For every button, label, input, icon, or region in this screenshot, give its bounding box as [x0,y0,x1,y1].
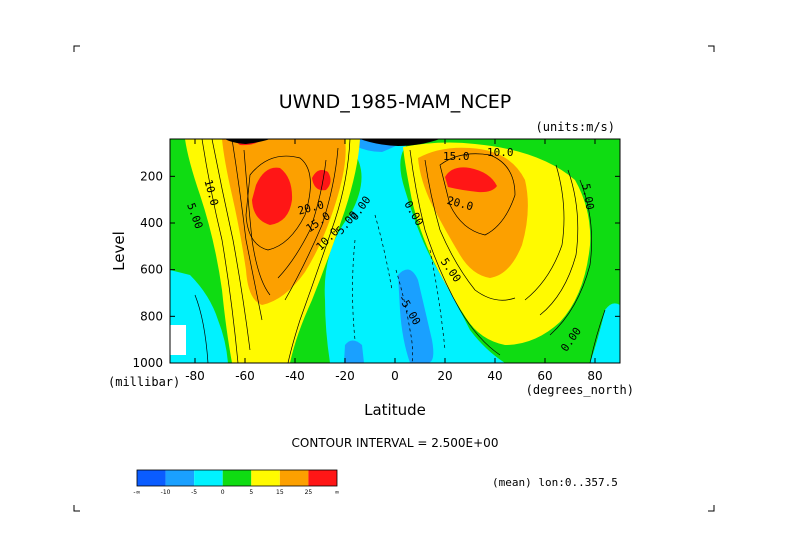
chart-title: UWND_1985-MAM_NCEP [279,91,511,113]
footer-label: (mean) lon:0..357.5 [492,476,618,489]
colorbar-tick-label: ∞ [335,489,340,496]
x-tick-label: -80 [185,369,205,383]
y-units-label: (millibar) [108,375,180,389]
x-tick-label: 0 [391,369,399,383]
y-tick-label: 400 [140,216,163,230]
colorbar-tick-label: -∞ [133,489,140,496]
units-label: (units:m/s) [536,120,615,134]
y-tick-label: 600 [140,263,163,277]
contour-interval-label: CONTOUR INTERVAL = 2.500E+00 [292,436,499,450]
colorbar-swatch [222,470,252,486]
contour-fill-red-north-core [445,167,497,193]
contour-fill-red-south-secondary [312,170,331,191]
colorbar-frame [136,469,338,487]
contour-label: 15.0 [443,150,470,163]
x-tick-label: 60 [537,369,552,383]
colorbar-swatch [279,470,309,486]
colorbar-swatch [194,470,223,486]
colorbar-tick-label: 25 [305,489,313,496]
colorbar-swatch [165,470,195,486]
colorbar-tick-label: -10 [161,489,171,496]
x-tick-label: -60 [235,369,255,383]
contour-fill-orange-north [418,147,528,278]
x-tick-label: -40 [285,369,305,383]
colorbar-swatch [251,470,280,486]
colorbar-tick-label: -5 [191,489,197,496]
x-units-label: (degrees_north) [526,383,634,397]
contour-fill-cyan-north-pole [590,303,620,363]
colorbar-tick-label: 15 [276,489,284,496]
y-tick-label: 1000 [132,356,163,370]
y-axis: 200 400 600 800 1000 [132,169,620,370]
colorbar-swatch [308,470,337,486]
contour-fill-blue-small [344,340,364,363]
contour-lines [194,139,606,363]
y-tick-label: 200 [140,169,163,183]
x-tick-label: 20 [437,369,452,383]
x-axis: -80 -60 -40 -20 0 20 40 60 80 [185,139,603,383]
colorbar: -∞ -10 -5 0 5 15 25 ∞ [133,469,340,496]
y-axis-label: Level [110,231,128,271]
colorbar-tick-label: 5 [249,489,253,496]
contour-fill-red-south-core [252,167,293,225]
contour-fill-cyan-tropics [324,139,505,363]
x-axis-label: Latitude [364,401,426,419]
upper-level-contours [225,139,440,146]
negative-contour-lines [352,214,446,363]
contour-label: 10.0 [487,146,514,159]
y-tick-label: 800 [140,309,163,323]
corner-marks [73,45,715,512]
plot-area: 5.00 10.0 15.0 20.0 10.0 5.00 0.00 0.00 … [170,139,620,363]
x-tick-label: -20 [335,369,355,383]
colorbar-tick-label: 0 [221,489,225,496]
x-tick-label: 40 [487,369,502,383]
missing-data-patch [170,325,186,355]
contour-fill-blue-easterly [398,269,434,363]
contour-label: 5.00 [579,182,596,210]
x-tick-label: 80 [587,369,602,383]
colorbar-swatch [137,470,166,486]
